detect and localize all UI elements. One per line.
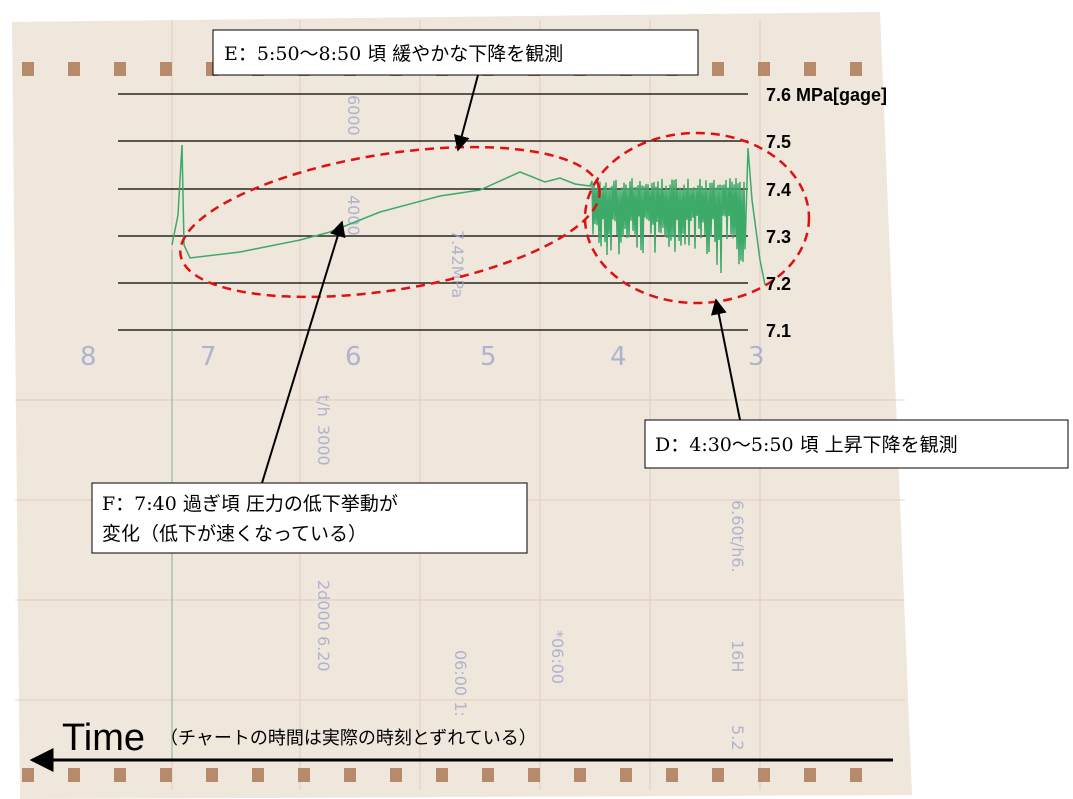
- printed-text: *06:00: [548, 630, 567, 684]
- sprocket-hole: [68, 62, 80, 76]
- printed-text: 06:00 1:: [451, 650, 470, 717]
- printed-text: 7.42MPa: [448, 230, 467, 298]
- hour-label: 5: [480, 342, 497, 372]
- printed-text: 3000: [314, 425, 333, 466]
- sprocket-hole: [160, 768, 172, 782]
- hour-label: 4: [610, 342, 627, 372]
- sprocket-hole: [620, 768, 632, 782]
- hour-label: 6: [345, 342, 362, 372]
- annotation-e: E：5:50〜8:50 頃 緩やかな下降を観測: [224, 43, 563, 65]
- sprocket-hole: [390, 768, 402, 782]
- annotation-f: F：7:40 過ぎ頃 圧力の低下挙動が: [102, 493, 398, 515]
- printed-text: 2d000 6.20: [314, 580, 333, 672]
- printed-text: 6000: [344, 95, 363, 136]
- sprocket-hole: [206, 768, 218, 782]
- printed-text: 5.2: [728, 725, 747, 750]
- sprocket-hole: [758, 62, 770, 76]
- scale-label: 7.3: [766, 227, 791, 247]
- printed-text: 16H: [728, 640, 747, 672]
- sprocket-hole: [160, 62, 172, 76]
- scale-label: 7.5: [766, 132, 791, 152]
- hour-label: 7: [200, 342, 217, 372]
- annotation-d: D：4:30〜5:50 頃 上昇下降を観測: [655, 434, 958, 456]
- hour-label: 3: [748, 342, 765, 372]
- time-note: （チャートの時間は実際の時刻とずれている）: [160, 728, 537, 749]
- sprocket-hole: [298, 768, 310, 782]
- printed-text: 6.60t/h6.: [728, 500, 747, 573]
- sprocket-hole: [114, 768, 126, 782]
- sprocket-hole: [482, 768, 494, 782]
- sprocket-hole: [344, 768, 356, 782]
- scale-label: 7.1: [766, 321, 791, 341]
- scale-label: 7.2: [766, 274, 791, 294]
- sprocket-hole: [68, 768, 80, 782]
- sprocket-hole: [758, 768, 770, 782]
- sprocket-hole: [666, 768, 678, 782]
- hour-label: 8: [80, 342, 97, 372]
- sprocket-hole: [114, 62, 126, 76]
- sprocket-hole: [22, 768, 34, 782]
- annotation-f: 変化（低下が速くなっている）: [102, 523, 367, 545]
- printed-text: t/h: [314, 395, 333, 417]
- sprocket-hole: [804, 768, 816, 782]
- sprocket-hole: [712, 768, 724, 782]
- sprocket-hole: [804, 62, 816, 76]
- sprocket-hole: [436, 768, 448, 782]
- printed-text: 4000: [344, 195, 363, 236]
- scale-label: 7.4: [766, 180, 791, 200]
- time-label: Time: [62, 717, 145, 759]
- sprocket-hole: [712, 62, 724, 76]
- sprocket-hole: [850, 62, 862, 76]
- sprocket-hole: [574, 768, 586, 782]
- scale-label: 7.6 MPa[gage]: [766, 85, 887, 105]
- sprocket-hole: [850, 768, 862, 782]
- sprocket-hole: [252, 768, 264, 782]
- sprocket-hole: [22, 62, 34, 76]
- sprocket-hole: [528, 768, 540, 782]
